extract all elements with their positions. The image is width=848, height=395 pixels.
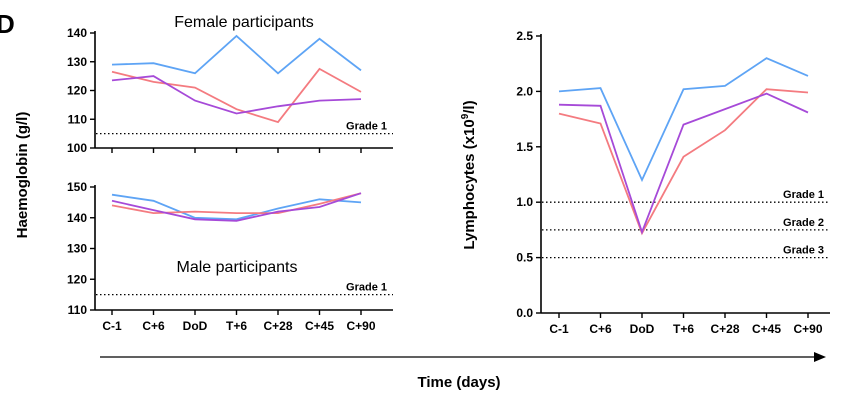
x-tick-label: C+90 [346, 319, 375, 333]
time-arrow-head [814, 352, 826, 362]
x-tick-label: DoD [183, 319, 208, 333]
y-tick-label: 110 [68, 112, 88, 126]
male-haemoglobin-chart: 110 120 130 140 150 C-1 C+6 DoD T+6 C+28 C+45 C+90 G… [67, 180, 393, 333]
reference-line-label: Grade 1 [346, 282, 387, 294]
series-line-1 [111, 34, 362, 75]
x-tick-label: DoD [630, 322, 655, 336]
haemoglobin-y-axis-title: Haemoglobin (g/l) [14, 112, 31, 239]
y-tick-label: 100 [67, 141, 87, 155]
series-line-3 [111, 192, 362, 222]
series-line-3 [111, 75, 362, 115]
lymphocytes-ylabel-superscript: 9 [460, 113, 471, 119]
x-tick-label: T+6 [226, 319, 247, 333]
haemoglobin-ylabel: Haemoglobin (g/l) [14, 112, 31, 239]
series-line-3 [558, 92, 809, 235]
x-tick-label: C-1 [102, 319, 122, 333]
y-tick-label: 0.5 [516, 251, 533, 265]
chart-title: Male participants [177, 259, 298, 276]
chart-title: Female participants [174, 14, 314, 31]
lymphocytes-ylabel-part1: Lymphocytes (x10 [461, 119, 478, 249]
series-line-1 [558, 57, 809, 183]
y-tick-label: 1.0 [516, 195, 533, 209]
series-line-2 [111, 67, 362, 124]
y-tick-label: 0.0 [516, 306, 533, 320]
y-tick-label: 120 [67, 84, 87, 98]
y-tick-label: 110 [68, 303, 88, 317]
x-tick-label: C-1 [549, 322, 569, 336]
x-tick-label: T+6 [673, 322, 694, 336]
y-tick-label: 2.0 [516, 84, 533, 98]
series-line-2 [558, 88, 809, 236]
x-tick-label: C+28 [710, 322, 739, 336]
x-tick-label: C+28 [263, 319, 292, 333]
reference-line-label: Grade 2 [783, 217, 824, 229]
x-tick-label: C+45 [752, 322, 781, 336]
reference-line-label: Grade 1 [783, 189, 824, 201]
panel-letter: D [0, 9, 15, 39]
x-tick-label: C+6 [589, 322, 612, 336]
time-axis-label: Time (days) [417, 374, 500, 391]
lymphocytes-ylabel-part2: /l) [461, 100, 478, 113]
lymphocytes-ylabel: Lymphocytes (x109/l) [460, 100, 478, 249]
lymphocytes-y-axis-title: Lymphocytes (x109/l) [460, 100, 478, 249]
y-tick-label: 140 [67, 26, 87, 40]
y-tick-label: 150 [67, 180, 87, 194]
x-tick-label: C+90 [793, 322, 822, 336]
y-tick-label: 130 [67, 242, 87, 256]
y-tick-label: 2.5 [516, 29, 533, 43]
x-tick-label: C+45 [305, 319, 334, 333]
lymphocytes-chart: 0.0 0.5 1.0 1.5 2.0 2.5 C-1 C+6 DoD T+6 C+28 C+45 C+… [516, 29, 830, 336]
reference-line-label: Grade 3 [783, 245, 824, 257]
female-haemoglobin-chart: 100 110 120 130 140 Grade 1 Female participant… [67, 14, 393, 155]
y-tick-label: 140 [67, 211, 87, 225]
y-tick-label: 1.5 [516, 140, 533, 154]
series-line-2 [111, 192, 362, 215]
time-axis-arrow [100, 352, 826, 362]
y-tick-label: 130 [67, 55, 87, 69]
series-line-1 [111, 193, 362, 221]
reference-line-label: Grade 1 [346, 121, 387, 133]
y-tick-label: 120 [67, 272, 87, 286]
x-tick-label: C+6 [142, 319, 165, 333]
